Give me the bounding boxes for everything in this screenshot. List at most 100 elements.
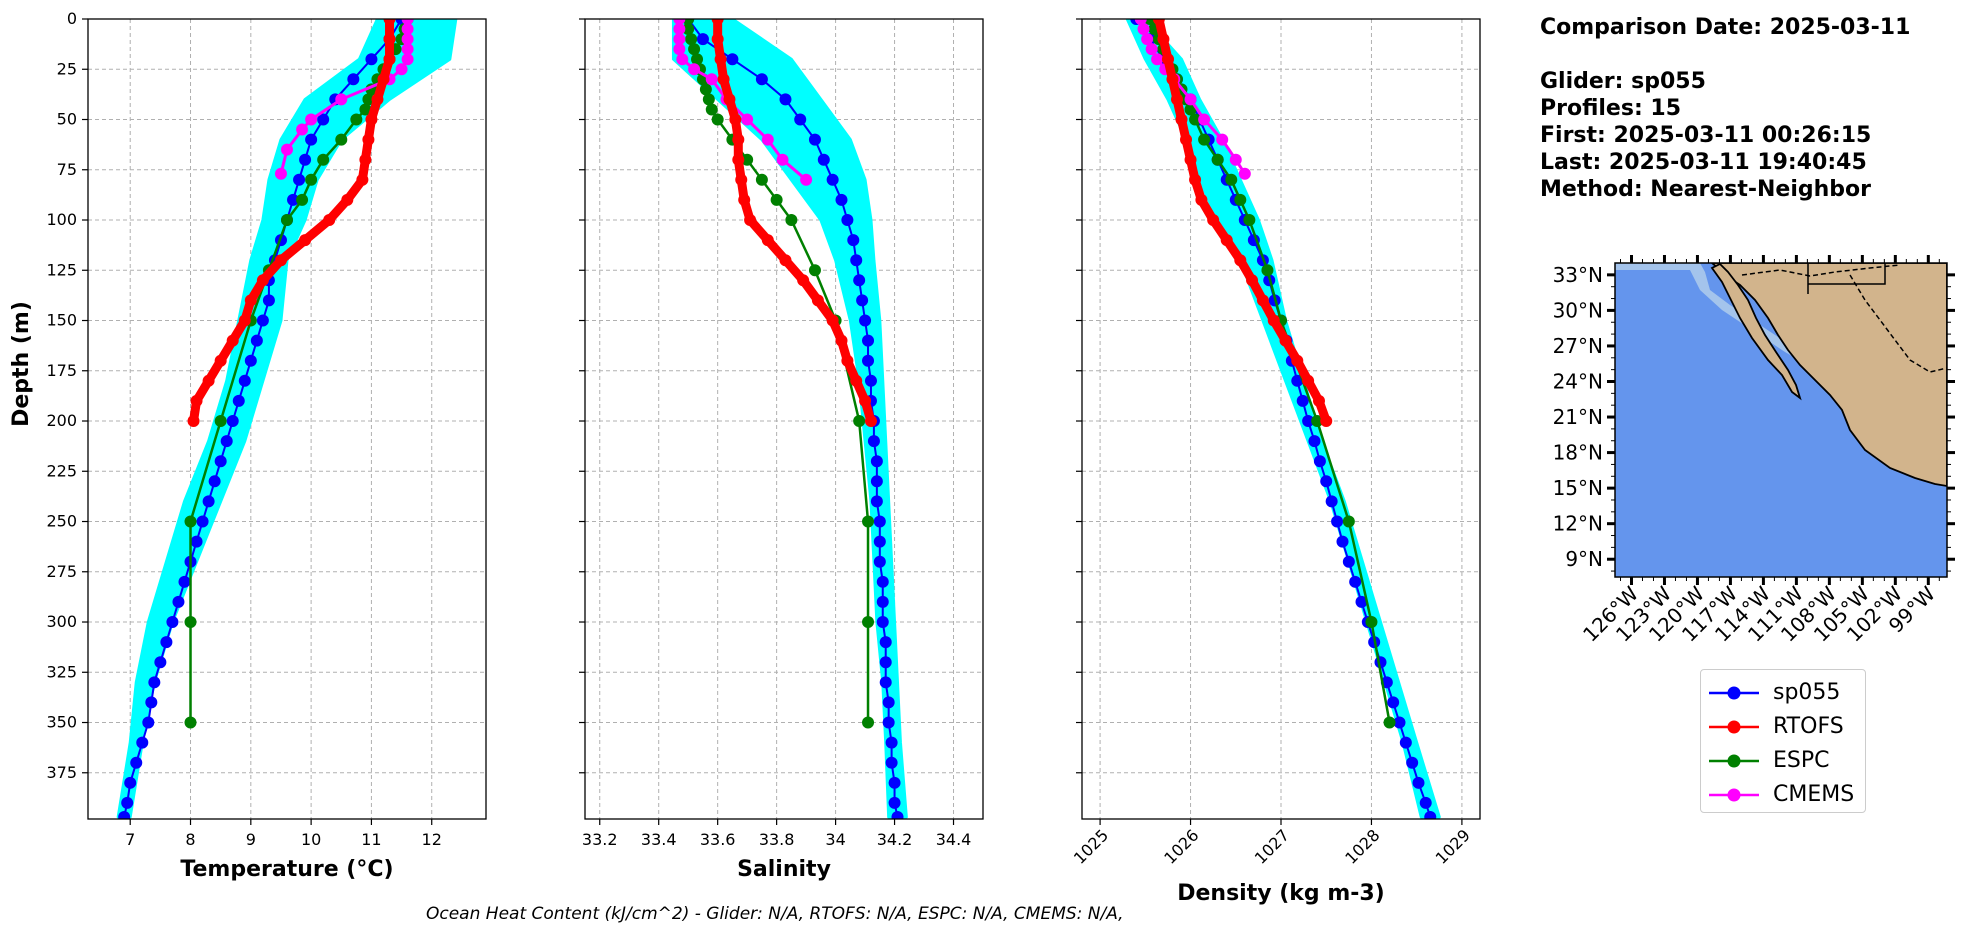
x-tick-label: 8	[185, 830, 195, 849]
data-point	[1246, 274, 1259, 287]
x-tick-label: 7	[125, 830, 135, 849]
data-point	[1291, 374, 1304, 387]
data-point	[1296, 394, 1309, 407]
data-point	[281, 143, 293, 156]
data-point	[1145, 43, 1158, 56]
data-point	[864, 415, 877, 428]
legend-item-espc: ESPC	[1709, 746, 1859, 776]
data-point	[256, 274, 269, 287]
data-point	[879, 636, 892, 649]
data-point	[305, 133, 318, 146]
data-point	[696, 33, 709, 46]
legend-swatch-rtofs	[1709, 720, 1759, 734]
x-axis-label: Temperature (°C)	[180, 857, 393, 882]
data-point	[184, 616, 197, 629]
data-point	[847, 234, 860, 247]
data-point	[729, 113, 742, 126]
data-point	[274, 167, 287, 180]
data-point	[761, 133, 774, 146]
profile-panel-3: 1025 1026 1027 1028 1029 Density (kg m-3)	[1070, 18, 1481, 906]
data-point	[673, 33, 686, 46]
data-point	[401, 19, 414, 25]
legend-label-rtofs: RTOFS	[1773, 714, 1844, 739]
data-point	[359, 153, 372, 166]
data-point	[220, 435, 233, 448]
data-point	[744, 214, 757, 227]
data-point	[873, 515, 886, 528]
data-point	[859, 394, 872, 407]
y-tick-label: 175	[46, 361, 77, 380]
data-point	[401, 43, 414, 56]
data-point	[785, 214, 798, 227]
data-point	[885, 756, 898, 769]
x-tick-label: 33.6	[700, 830, 736, 849]
data-point	[1320, 415, 1333, 428]
data-point	[741, 153, 754, 166]
data-point	[879, 676, 892, 689]
grid	[88, 18, 486, 819]
data-point	[1291, 354, 1304, 367]
data-point	[891, 810, 904, 819]
map-lat-label: 27°N	[1553, 334, 1603, 358]
data-point	[864, 374, 877, 387]
data-point	[850, 374, 863, 387]
data-point	[305, 173, 318, 186]
data-point	[835, 334, 848, 347]
y-tick-label: 125	[46, 260, 77, 279]
data-point	[876, 575, 889, 588]
data-point	[1137, 23, 1150, 36]
last-profile-time: Last: 2025-03-11 19:40:45	[1540, 150, 1867, 175]
data-point	[888, 776, 901, 789]
info-panel: Comparison Date: 2025-03-11 Glider: sp05…	[1540, 14, 1960, 203]
data-point	[1424, 810, 1437, 819]
data-point	[166, 616, 179, 629]
data-point	[1387, 696, 1400, 709]
data-point	[673, 19, 686, 25]
data-point	[184, 515, 197, 528]
data-point	[735, 173, 748, 186]
data-point	[1229, 153, 1242, 166]
data-point	[187, 415, 200, 428]
data-point	[779, 93, 792, 106]
data-point	[1331, 515, 1344, 528]
map-lat-label: 24°N	[1553, 369, 1603, 393]
series-cmems	[274, 19, 414, 180]
grid	[1082, 18, 1480, 819]
data-point	[856, 294, 869, 307]
data-point	[142, 716, 155, 729]
data-point	[341, 193, 354, 206]
plot-area	[1125, 19, 1441, 819]
data-point	[1238, 167, 1251, 180]
data-point	[359, 103, 372, 116]
data-point	[882, 696, 895, 709]
data-point	[705, 103, 718, 116]
y-tick-label: 300	[46, 612, 77, 631]
data-point	[136, 736, 149, 749]
glider-raw-envelope	[116, 19, 458, 819]
data-point	[262, 294, 275, 307]
data-point	[853, 415, 866, 428]
x-tick-label: 33.8	[759, 830, 795, 849]
data-point	[250, 334, 263, 347]
data-point	[738, 193, 751, 206]
data-point	[800, 173, 813, 186]
x-tick-label: 1026	[1160, 826, 1202, 868]
location-map: 33°N30°N27°N24°N21°N18°N15°N12°N9°N126°W…	[1553, 255, 1955, 647]
data-point	[356, 173, 369, 186]
data-point	[682, 23, 695, 36]
plot-area	[116, 19, 458, 819]
x-tick-label: 33.2	[582, 830, 618, 849]
data-point	[876, 595, 889, 608]
data-point	[717, 73, 730, 86]
data-point	[755, 73, 768, 86]
data-point	[841, 354, 854, 367]
map-lat-label: 21°N	[1553, 405, 1603, 429]
series-rtofs	[187, 19, 396, 428]
y-tick-label: 250	[46, 512, 77, 531]
data-point	[172, 595, 185, 608]
data-point	[779, 254, 792, 267]
data-point	[1198, 113, 1211, 126]
data-point	[770, 193, 783, 206]
data-point	[1195, 193, 1208, 206]
data-point	[1311, 415, 1324, 428]
